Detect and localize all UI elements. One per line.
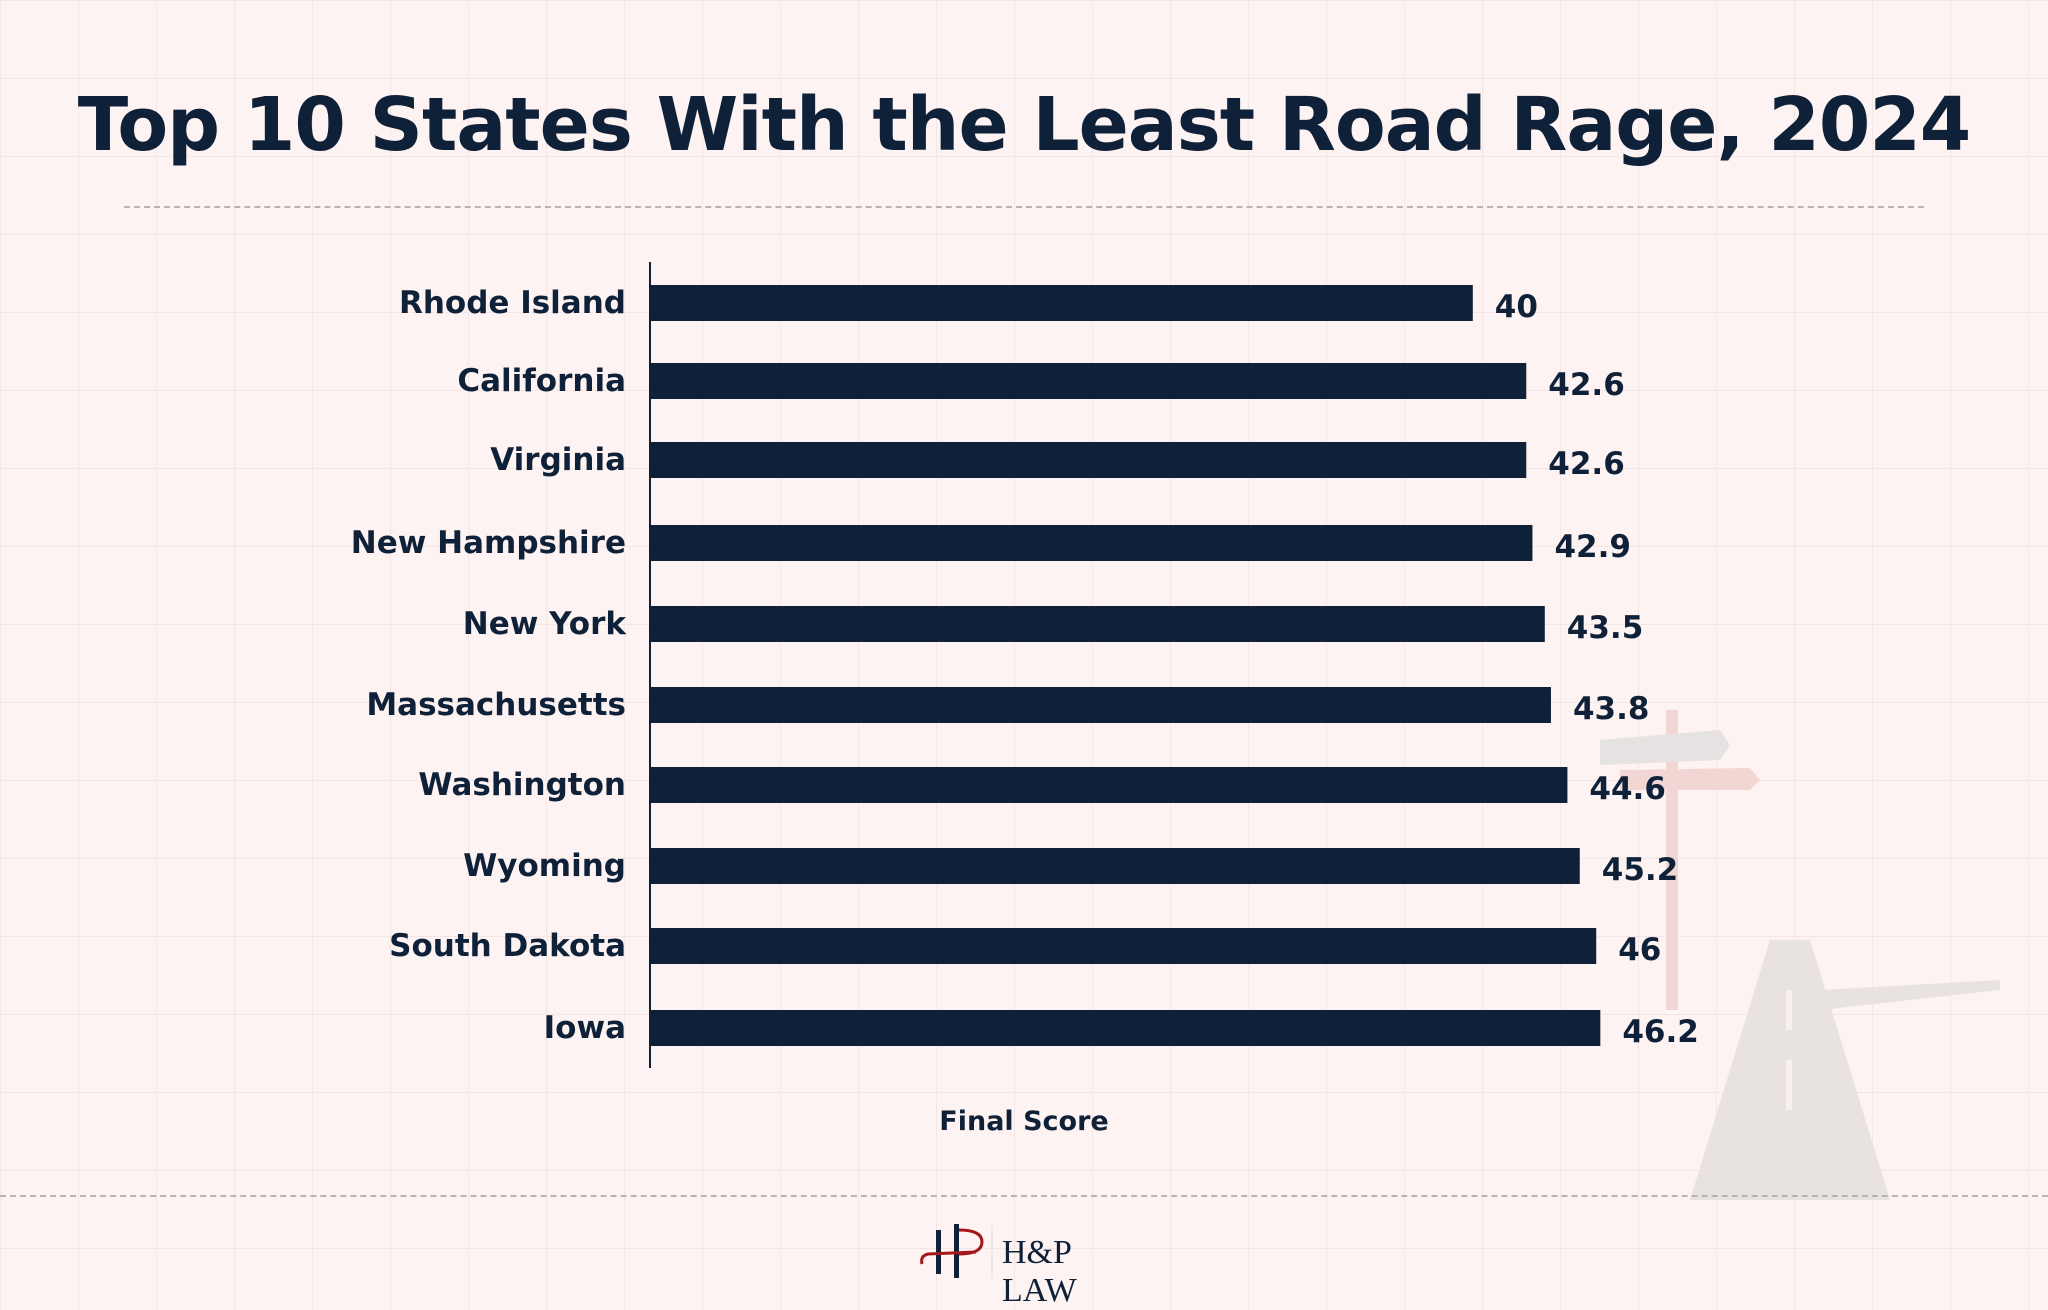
data-label: 46.2 <box>1622 1014 1699 1050</box>
bar-massachusetts <box>650 687 1551 723</box>
footer-divider <box>0 1195 2048 1197</box>
bar-iowa <box>650 1010 1601 1046</box>
data-label: 40 <box>1495 289 1538 325</box>
bar-california <box>650 363 1527 399</box>
bar-new-york <box>650 606 1545 642</box>
title-divider <box>124 206 1924 208</box>
data-label: 42.6 <box>1548 446 1625 482</box>
data-label: 42.9 <box>1554 529 1631 565</box>
hp-law-logo: H&P LAW <box>914 1222 1134 1309</box>
data-label: 45.2 <box>1602 852 1679 888</box>
data-label: 43.8 <box>1573 691 1650 727</box>
bar-wyoming <box>650 848 1580 884</box>
category-label: Massachusetts <box>366 687 626 723</box>
category-label: Wyoming <box>463 848 626 884</box>
x-axis-label: Final Score <box>939 1106 1109 1137</box>
data-label: 46 <box>1618 932 1661 968</box>
category-label: Iowa <box>544 1010 626 1046</box>
bar-washington <box>650 767 1568 803</box>
category-label: South Dakota <box>389 928 626 964</box>
data-label: 42.6 <box>1548 367 1625 403</box>
bar-virginia <box>650 442 1527 478</box>
category-label: Virginia <box>490 442 626 478</box>
road-signpost-illustration <box>1600 710 2000 1200</box>
category-label: California <box>457 363 626 399</box>
data-label: 43.5 <box>1567 610 1644 646</box>
chart-title: Top 10 States With the Least Road Rage, … <box>77 82 1972 168</box>
category-label: Rhode Island <box>399 285 626 321</box>
category-label: New York <box>463 606 628 642</box>
data-label: 44.6 <box>1589 771 1666 807</box>
hp-monogram-icon <box>920 1224 993 1278</box>
bar-new-hampshire <box>650 525 1533 561</box>
category-label: New Hampshire <box>351 525 626 561</box>
bar-rhode-island <box>650 285 1473 321</box>
logo-text: H&P LAW <box>1002 1234 1077 1309</box>
bar-south-dakota <box>650 928 1597 964</box>
category-label: Washington <box>418 767 626 803</box>
